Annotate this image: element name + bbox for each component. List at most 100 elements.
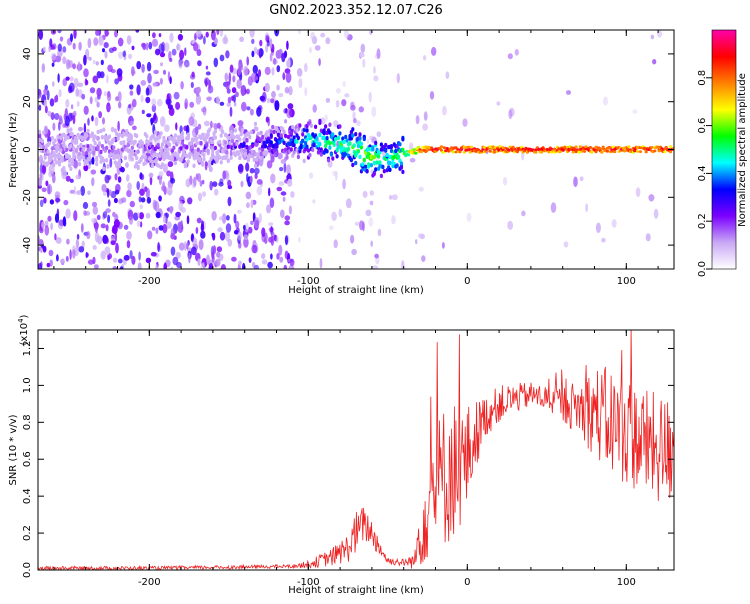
heatmap-cell xyxy=(175,211,182,218)
heatmap-cell xyxy=(227,238,233,247)
ridge-cell xyxy=(374,140,378,146)
ridge-cell xyxy=(439,145,444,149)
heatmap-cell xyxy=(139,221,143,228)
ridge-cell xyxy=(115,131,119,137)
heatmap-cell xyxy=(211,251,215,260)
heatmap-cell xyxy=(152,82,158,87)
ridge-cell xyxy=(361,162,365,167)
heatmap-cell xyxy=(128,216,134,225)
ridge-cell xyxy=(328,145,332,150)
heatmap-cell xyxy=(635,187,641,198)
ridge-cell xyxy=(248,134,252,140)
heatmap-cell xyxy=(38,177,42,187)
ridge-cell xyxy=(179,146,183,151)
ridge-cell xyxy=(600,150,604,154)
ridge-cell xyxy=(259,151,263,157)
ridge-cell xyxy=(306,148,311,153)
heatmap-cell xyxy=(171,48,177,56)
ridge-cell xyxy=(122,131,126,136)
heatmap-cell xyxy=(158,43,165,54)
ridge-cell xyxy=(358,136,362,141)
ridge-cell xyxy=(69,143,73,149)
ridge-cell xyxy=(322,135,326,141)
heatmap-cell xyxy=(56,254,59,262)
heatmap-cell xyxy=(177,33,183,41)
heatmap-cell xyxy=(431,46,437,56)
heatmap-cell xyxy=(312,199,316,204)
heatmap-cell xyxy=(159,116,166,127)
ridge-cell xyxy=(285,155,289,160)
ridge-cell xyxy=(123,155,127,161)
heatmap-cell xyxy=(206,254,210,265)
heatmap-cell xyxy=(298,236,301,243)
ridge-cell xyxy=(302,127,306,133)
heatmap-cell xyxy=(110,240,116,246)
ridge-cell xyxy=(228,140,232,146)
ridge-cell xyxy=(338,131,342,136)
heatmap-cell xyxy=(129,90,134,96)
heatmap-cell xyxy=(198,239,204,251)
heatmap-cell xyxy=(358,106,364,113)
heatmap-cell xyxy=(184,47,187,56)
heatmap-cell xyxy=(286,59,291,68)
heatmap-cell xyxy=(96,135,100,141)
heatmap-cell xyxy=(243,234,249,241)
ridge-cell xyxy=(201,132,205,137)
heatmap-cell xyxy=(360,43,366,54)
colorbar-gradient xyxy=(712,30,736,269)
ridge-cell xyxy=(208,127,212,132)
heatmap-cell xyxy=(314,45,321,51)
ridge-cell xyxy=(102,158,106,163)
heatmap-cell xyxy=(222,170,227,180)
ridge-cell xyxy=(206,148,210,154)
heatmap-cell xyxy=(227,185,233,190)
ridge-cell xyxy=(183,162,187,167)
heatmap-cell xyxy=(146,113,152,118)
ridge-cell xyxy=(325,149,329,154)
heatmap-cell xyxy=(125,174,130,182)
ridge-cell xyxy=(185,145,189,150)
ridge-cell xyxy=(311,147,315,152)
spectrogram-xlabel: Height of straight line (km) xyxy=(288,285,424,296)
ridge-cell xyxy=(638,150,643,154)
heatmap-cell xyxy=(140,95,144,103)
heatmap-cell xyxy=(271,67,275,76)
ridge-cell xyxy=(66,135,70,140)
heatmap-cell xyxy=(256,186,263,196)
heatmap-cell xyxy=(249,108,254,116)
ridge-cell xyxy=(135,133,139,139)
ridge-cell xyxy=(118,163,122,169)
heatmap-cell xyxy=(231,95,235,101)
heatmap-cell xyxy=(41,187,47,193)
ridge-cell xyxy=(96,147,100,152)
heatmap-cell xyxy=(145,87,150,96)
heatmap-cell xyxy=(170,177,176,184)
heatmap-cell xyxy=(152,199,157,210)
heatmap-cell xyxy=(137,262,142,269)
heatmap-cell xyxy=(94,222,99,234)
heatmap-cell xyxy=(176,43,181,51)
heatmap-cell xyxy=(258,212,262,224)
heatmap-cell xyxy=(83,54,87,66)
heatmap-cell xyxy=(65,175,71,182)
heatmap-cell xyxy=(391,194,398,201)
heatmap-cell xyxy=(232,75,236,83)
ridge-cell xyxy=(136,149,140,154)
heatmap-cell xyxy=(83,210,87,216)
ridge-cell xyxy=(53,138,57,143)
heatmap-cell xyxy=(362,221,365,232)
heatmap-cell xyxy=(138,196,142,203)
heatmap-cell xyxy=(249,175,253,184)
heatmap-cell xyxy=(45,180,49,187)
heatmap-cell xyxy=(415,239,418,245)
ridge-cell xyxy=(352,143,356,148)
heatmap-cell xyxy=(354,221,360,226)
ridge-cell xyxy=(356,143,361,149)
heatmap-cell xyxy=(284,235,289,246)
heatmap-cell xyxy=(264,66,271,76)
heatmap-cell xyxy=(129,120,134,126)
heatmap-cell xyxy=(442,105,447,116)
heatmap-cell xyxy=(158,195,162,202)
ridge-cell xyxy=(292,142,296,148)
